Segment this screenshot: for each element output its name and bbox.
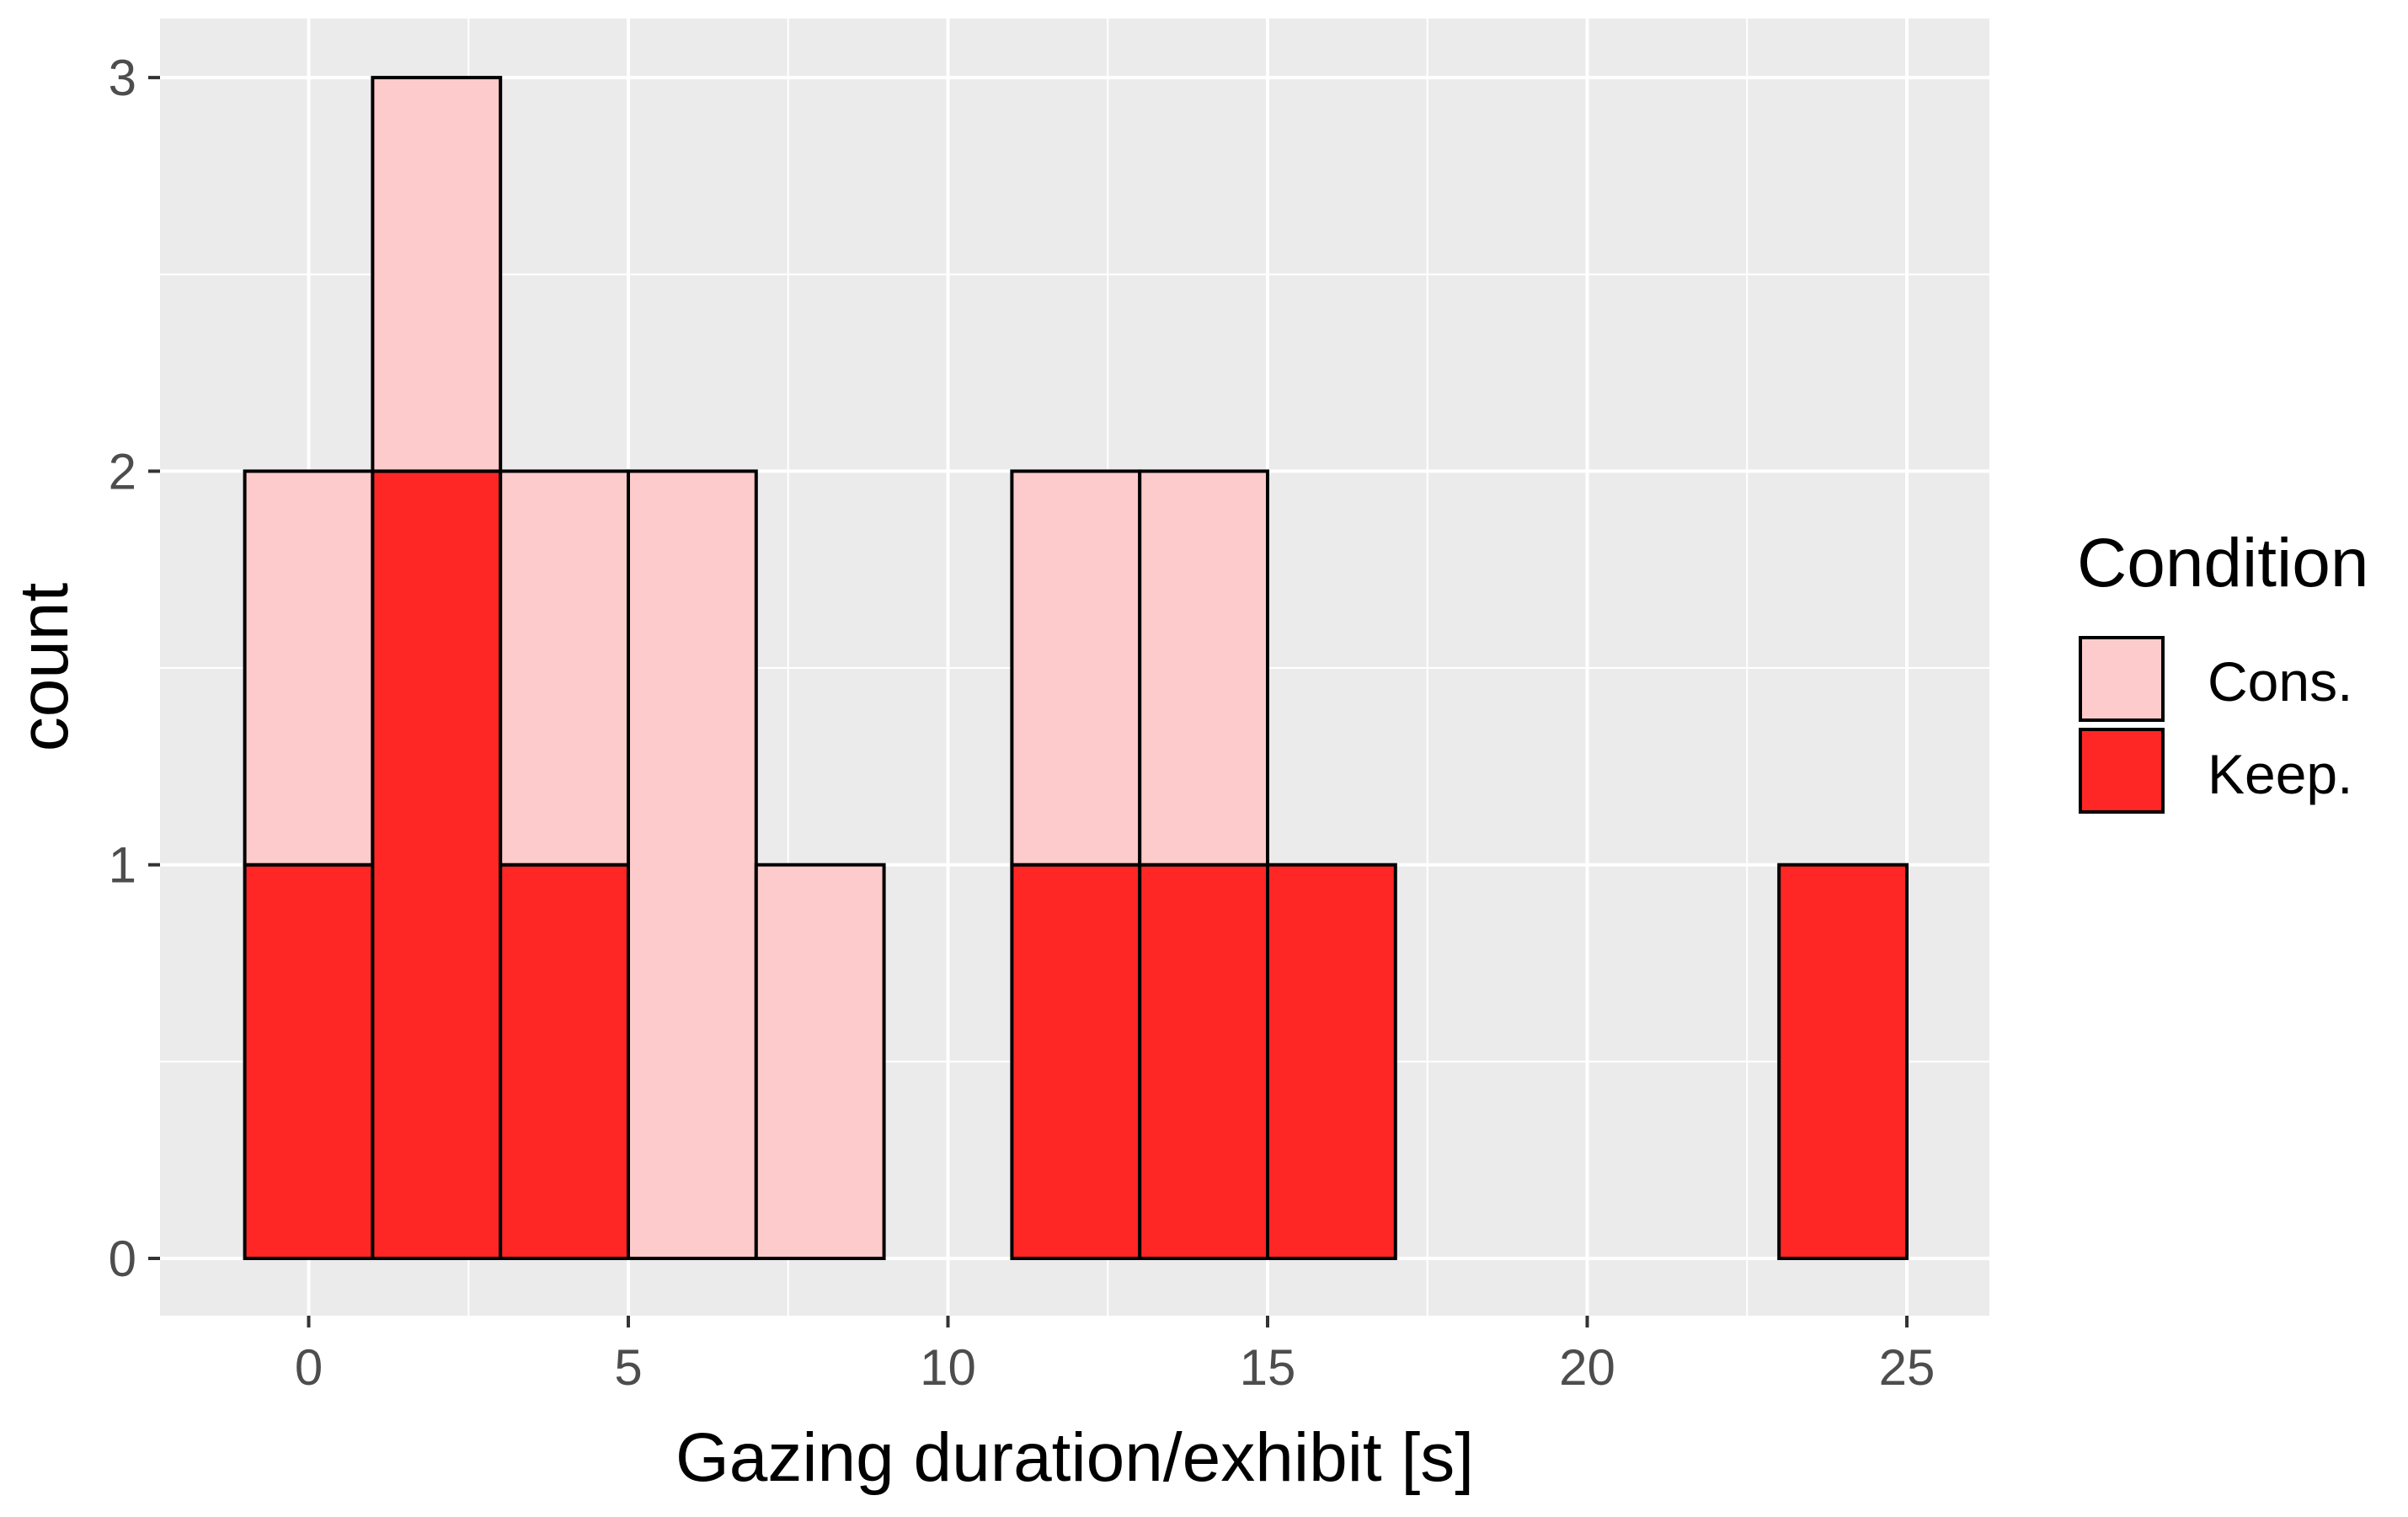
bar-cons-bin-8 (754, 863, 886, 1260)
legend-label-keep: Keep. (2208, 743, 2352, 805)
x-tick-label: 25 (1879, 1339, 1935, 1396)
y-tick-label: 3 (109, 50, 136, 106)
x-axis-title: Gazing duration/exhibit [s] (675, 1419, 1474, 1496)
x-tick-label: 20 (1559, 1339, 1615, 1396)
x-tick-label: 0 (295, 1339, 323, 1396)
bar-keep-bin-0 (243, 863, 375, 1260)
y-tick-label: 2 (109, 443, 136, 499)
bar-cons-bin-14 (1138, 469, 1269, 867)
bar-cons-bin-12 (1010, 469, 1142, 867)
legend-label-cons: Cons. (2208, 650, 2352, 713)
legend: Condition Cons. Keep. (2077, 525, 2368, 814)
bar-keep-bin-12 (1010, 863, 1142, 1260)
y-axis-ticks: 0 1 2 3 (109, 50, 160, 1287)
bar-keep-bin-14 (1138, 863, 1269, 1260)
bar-keep-bin-4 (499, 863, 631, 1260)
bar-keep-bin-2 (371, 469, 503, 1260)
bar-cons-bin-6 (627, 469, 758, 1260)
histogram-bars (243, 76, 1909, 1260)
bar-cons-bin-0 (243, 469, 375, 867)
bar-cons-bin-2 (371, 76, 503, 473)
legend-key-keep (2079, 728, 2165, 814)
y-tick-label: 1 (109, 837, 136, 894)
y-tick-label: 0 (109, 1231, 136, 1287)
legend-key-cons (2079, 636, 2165, 722)
y-axis-title: count (6, 582, 83, 751)
bar-cons-bin-4 (499, 469, 631, 867)
x-axis-ticks: 0 5 10 15 20 25 (295, 1316, 1935, 1396)
bar-keep-bin-24 (1777, 863, 1909, 1260)
bar-keep-bin-16 (1266, 863, 1397, 1260)
x-tick-label: 5 (614, 1339, 642, 1396)
x-tick-label: 10 (920, 1339, 976, 1396)
legend-title: Condition (2077, 525, 2368, 601)
x-tick-label: 15 (1240, 1339, 1296, 1396)
